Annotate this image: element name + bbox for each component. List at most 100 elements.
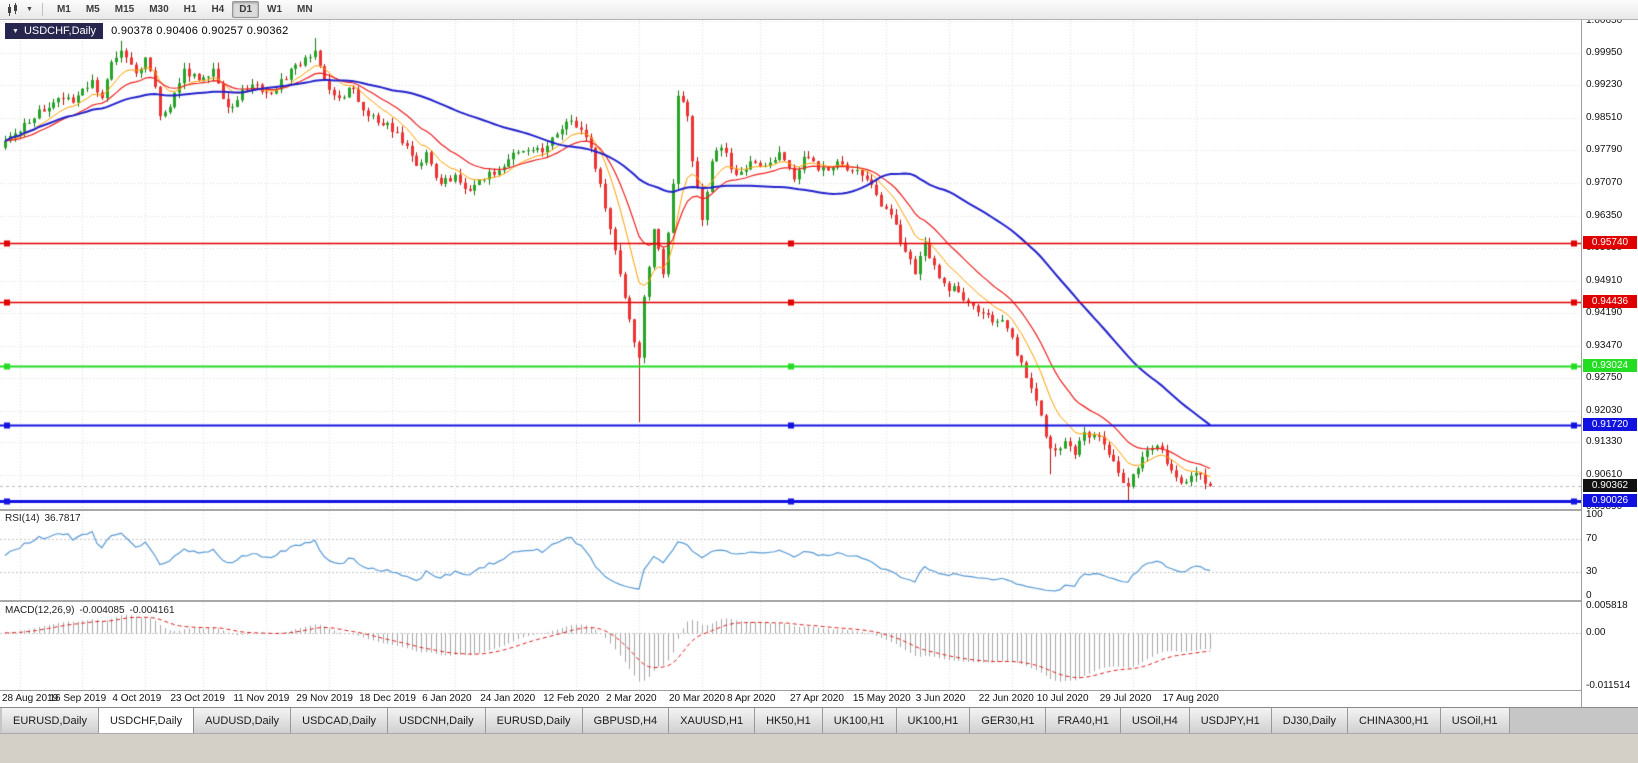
date-tick-label: 8 Apr 2020 [727, 693, 776, 704]
date-tick-label: 23 Oct 2019 [170, 693, 225, 704]
date-tick-label: 20 Mar 2020 [668, 693, 726, 704]
price-tick: 0.93470 [1586, 340, 1623, 351]
rsi-label: RSI(14) 36.7817 [5, 513, 86, 524]
price-tick: 0.99950 [1586, 47, 1623, 58]
tab-10-uk100-h1[interactable]: UK100,H1 [896, 708, 971, 733]
hline-price-label: 0.91720 [1583, 418, 1637, 431]
panel-splitter-rsi[interactable] [0, 509, 1581, 511]
rsi-level-label: 0 [1586, 590, 1592, 601]
current-price-label: 0.90362 [1583, 479, 1637, 492]
macd-level-label: -0.011514 [1586, 680, 1631, 691]
rsi-level-label: 70 [1586, 533, 1598, 544]
tab-2-audusd-daily[interactable]: AUDUSD,Daily [194, 708, 292, 733]
symbol-dropdown[interactable]: ▼ USDCHF,Daily [5, 23, 104, 39]
tab-7-xauusd-h1[interactable]: XAUUSD,H1 [669, 708, 756, 733]
price-tick: 0.94910 [1586, 275, 1623, 286]
price-tick: 0.98510 [1586, 112, 1623, 123]
rsi-level-label: 100 [1586, 509, 1603, 520]
macd-label: MACD(12,26,9) -0.004085 -0.004161 [5, 605, 180, 616]
date-tick-label: 4 Oct 2019 [112, 693, 162, 704]
chart-toolbar: ▼ M1 M5 M15 M30 H1 H4 D1 W1 MN [0, 0, 1638, 20]
date-tick-label: 3 Jun 2020 [915, 693, 966, 704]
tab-6-gbpusd-h4[interactable]: GBPUSD,H4 [582, 708, 670, 733]
rsi-canvas[interactable] [0, 511, 1581, 600]
tab-13-usoil-h4[interactable]: USOil,H4 [1120, 708, 1190, 733]
hline-price-label: 0.95740 [1583, 236, 1637, 249]
tab-16-china300-h1[interactable]: CHINA300,H1 [1347, 708, 1441, 733]
timeframe-mn[interactable]: MN [297, 4, 313, 15]
macd-signal-value: -0.004161 [129, 605, 175, 616]
price-tick: 0.97790 [1586, 144, 1623, 155]
date-tick-label: 6 Jan 2020 [422, 693, 472, 704]
macd-level-label: 0.005818 [1586, 600, 1628, 611]
hline-price-label: 0.90026 [1583, 494, 1637, 507]
timeframe-m30[interactable]: M30 [149, 4, 169, 15]
date-tick-label: 16 Sep 2019 [49, 693, 107, 704]
date-tick-label: 18 Dec 2019 [359, 693, 416, 704]
date-tick-label: 2 Mar 2020 [606, 693, 657, 704]
price-tick: 1.00650 [1586, 15, 1623, 26]
date-axis[interactable]: 28 Aug 2019 16 Sep 2019 4 Oct 2019 23 Oct 2… [0, 690, 1581, 707]
timeframe-h1[interactable]: H1 [183, 4, 197, 15]
tab-8-hk50-h1[interactable]: HK50,H1 [755, 708, 823, 733]
tab-4-usdcnh-daily[interactable]: USDCNH,Daily [388, 708, 486, 733]
date-tick-label: 29 Jul 2020 [1099, 693, 1152, 704]
tab-0-eurusd-daily[interactable]: EURUSD,Daily [2, 708, 99, 733]
tab-5-eurusd-daily[interactable]: EURUSD,Daily [485, 708, 583, 733]
date-tick-label: 22 Jun 2020 [978, 693, 1034, 704]
price-axis[interactable]: 1.00650 0.99950 0.99230 0.98510 0.97790 0.970… [1581, 15, 1638, 707]
date-tick-label: 29 Nov 2019 [296, 693, 353, 704]
price-tick: 0.94190 [1586, 307, 1623, 318]
chart-type-caret-icon[interactable]: ▼ [26, 6, 33, 13]
chart-type-icon[interactable] [4, 2, 22, 18]
price-tick: 0.97070 [1586, 177, 1623, 188]
timeframe-w1[interactable]: W1 [267, 4, 283, 15]
tab-1-usdchf-daily[interactable]: USDCHF,Daily [98, 708, 195, 733]
tab-3-usdcad-daily[interactable]: USDCAD,Daily [291, 708, 389, 733]
ohlc-values: 0.90378 0.90406 0.90257 0.90362 [111, 25, 289, 37]
date-tick-label: 24 Jan 2020 [480, 693, 536, 704]
price-tick: 0.91330 [1586, 436, 1623, 447]
date-tick-label: 17 Aug 2020 [1162, 693, 1219, 704]
timeframe-h4[interactable]: H4 [211, 4, 225, 15]
main-chart-canvas[interactable] [0, 20, 1581, 509]
panel-splitter-macd[interactable] [0, 600, 1581, 602]
tab-14-usdjpy-h1[interactable]: USDJPY,H1 [1189, 708, 1272, 733]
toolbar-separator [41, 3, 43, 16]
hline-price-label: 0.93024 [1583, 359, 1637, 372]
price-tick: 0.96350 [1586, 210, 1623, 221]
price-tick: 0.99230 [1586, 79, 1623, 90]
collapse-caret-icon: ▼ [12, 27, 19, 35]
rsi-indicator-name: RSI(14) [5, 513, 40, 524]
rsi-level-label: 30 [1586, 566, 1598, 577]
chart-tabs: EURUSD,Daily USDCHF,Daily AUDUSD,Daily USDC… [2, 708, 1638, 733]
tab-17-usoil-h1[interactable]: USOil,H1 [1440, 708, 1510, 733]
chart-area: ▼ USDCHF,Daily 0.90378 0.90406 0.90257 0… [0, 20, 1581, 707]
date-tick-label: 10 Jul 2020 [1036, 693, 1089, 704]
date-tick-label: 27 Apr 2020 [789, 693, 844, 704]
macd-canvas[interactable] [0, 602, 1581, 690]
timeframe-m1[interactable]: M1 [56, 4, 71, 15]
tab-9-uk100-h1[interactable]: UK100,H1 [822, 708, 897, 733]
hline-price-label: 0.94436 [1583, 295, 1637, 308]
timeframe-d1[interactable]: D1 [232, 1, 260, 18]
date-tick-label: 11 Nov 2019 [233, 693, 290, 704]
date-tick-label: 12 Feb 2020 [543, 693, 600, 704]
timeframe-m5[interactable]: M5 [85, 4, 100, 15]
date-tick-label: 28 Aug 2019 [2, 693, 59, 704]
price-tick: 0.90610 [1586, 469, 1623, 480]
rsi-indicator-value: 36.7817 [44, 513, 81, 524]
chart-header: ▼ USDCHF,Daily 0.90378 0.90406 0.90257 0… [5, 23, 289, 39]
chart-symbol-label: USDCHF,Daily [23, 25, 97, 37]
macd-indicator-value: -0.004085 [79, 605, 125, 616]
date-tick-label: 15 May 2020 [852, 693, 911, 704]
price-tick: 0.92030 [1586, 405, 1623, 416]
timeframe-buttons: M1 M5 M15 M30 H1 H4 D1 W1 MN [50, 1, 320, 18]
tab-11-ger30-h1[interactable]: GER30,H1 [970, 708, 1047, 733]
timeframe-m15[interactable]: M15 [114, 4, 135, 15]
price-tick: 0.92750 [1586, 372, 1623, 383]
tab-15-dj30-daily[interactable]: DJ30,Daily [1271, 708, 1348, 733]
macd-indicator-name: MACD(12,26,9) [5, 605, 75, 616]
tab-12-fra40-h1[interactable]: FRA40,H1 [1046, 708, 1121, 733]
